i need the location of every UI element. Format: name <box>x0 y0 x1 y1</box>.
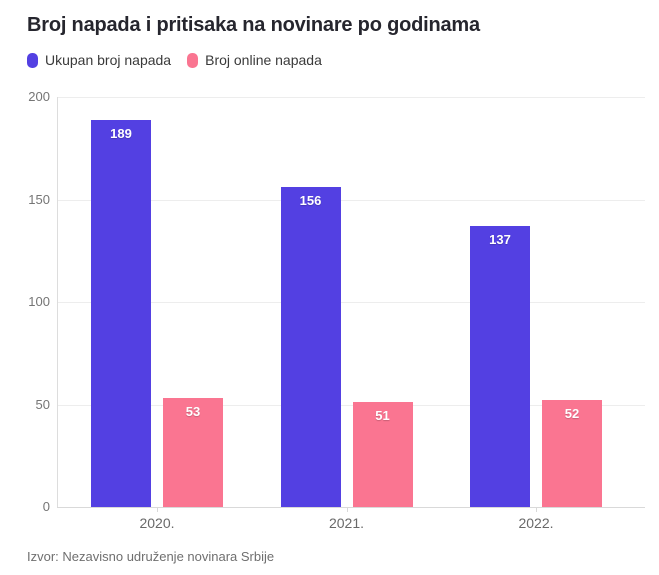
legend-swatch-pink <box>187 52 199 68</box>
bar-value-label: 137 <box>489 232 511 248</box>
x-axis-tick-label: 2021. <box>328 515 365 531</box>
x-axis-tick-label: 2022. <box>518 515 554 531</box>
bar-value-label: 156 <box>299 193 322 209</box>
bar-ukupan-broj-napada-2020. <box>91 119 151 507</box>
y-axis-line <box>57 97 58 507</box>
bar-broj-online-napada-2022. <box>542 400 602 507</box>
legend-label: Broj online napada <box>205 52 322 68</box>
chart-legend: Ukupan broj napada Broj online napada <box>27 52 322 68</box>
bar-value-label: 52 <box>564 406 580 422</box>
legend-item-ukupan-broj-napada: Ukupan broj napada <box>27 52 171 68</box>
chart-title: Broj napada i pritisaka na novinare po g… <box>27 14 480 36</box>
gridline <box>57 97 645 98</box>
bar-value-label: 189 <box>110 125 132 141</box>
legend-item-broj-online-napada: Broj online napada <box>187 52 322 68</box>
gridline <box>57 404 645 406</box>
legend-swatch-purple <box>27 52 38 68</box>
gridline <box>57 199 645 201</box>
x-axis-tick <box>346 507 348 512</box>
y-axis-tick-label: 100 <box>28 294 50 309</box>
legend-label: Ukupan broj napada <box>45 52 172 68</box>
bar-value-label: 53 <box>185 404 201 420</box>
y-axis-tick-label: 0 <box>42 499 50 514</box>
bar-value-label: 51 <box>375 408 390 424</box>
bar-broj-online-napada-2021. <box>352 402 413 507</box>
bar-broj-online-napada-2020. <box>163 398 223 507</box>
source-text: Izvor: Nezavisno udruženje novinara Srbi… <box>27 549 275 564</box>
x-axis-tick-label: 2020. <box>139 515 175 531</box>
x-axis-tick <box>157 507 158 512</box>
bar-ukupan-broj-napada-2022. <box>470 226 530 507</box>
y-axis-tick-label: 200 <box>28 89 50 104</box>
x-axis-line <box>57 507 645 508</box>
y-axis-tick-label: 50 <box>35 396 50 412</box>
bar-ukupan-broj-napada-2021. <box>280 187 341 507</box>
gridline <box>57 302 645 303</box>
x-axis-tick <box>536 507 537 512</box>
y-axis-tick-label: 150 <box>28 191 50 207</box>
